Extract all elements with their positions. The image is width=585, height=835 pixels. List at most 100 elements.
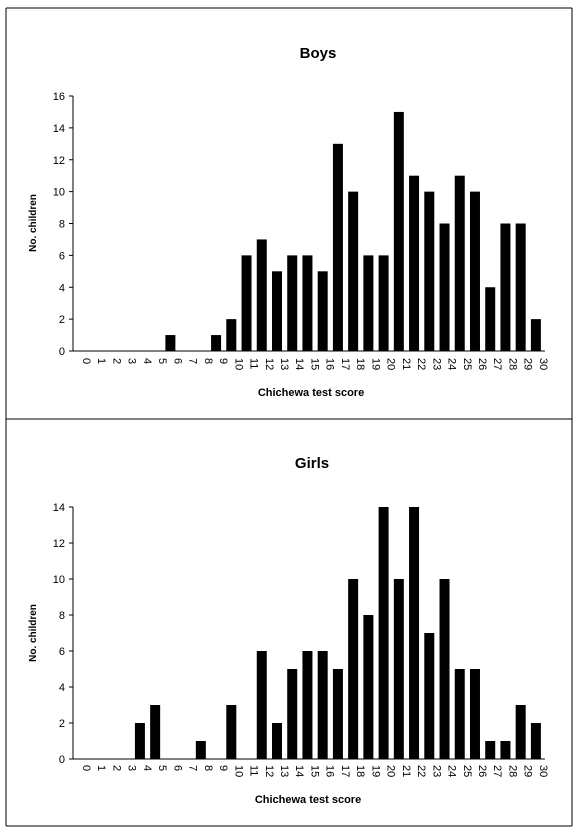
bar-26: [469, 669, 480, 759]
chart-title: Boys: [300, 45, 337, 62]
y-axis: 0 2 4 6 8 10 12 14: [53, 502, 74, 766]
x-tick-label: 23: [430, 358, 442, 370]
x-tick-label: 10: [232, 358, 244, 370]
x-tick-label: 1: [95, 358, 107, 364]
bar-11: [241, 255, 252, 351]
bar-14: [287, 255, 298, 351]
x-tick-label: 3: [126, 358, 138, 364]
x-tick-label: 6: [171, 358, 183, 364]
x-tick-label: 29: [522, 765, 534, 777]
x-tick-label: 25: [461, 358, 473, 370]
x-tick-label: 19: [369, 358, 381, 370]
bar-21: [393, 111, 404, 351]
x-tick-label: 30: [537, 765, 549, 777]
y-tick-label: 10: [53, 187, 65, 199]
bar-15: [302, 651, 313, 759]
y-tick-label: 8: [59, 219, 65, 231]
bar-14: [287, 669, 298, 759]
x-tick-label: 4: [141, 765, 153, 771]
bar-16: [317, 651, 328, 759]
bar-13: [271, 271, 282, 351]
y-tick-label: 16: [53, 91, 65, 103]
bar-12: [256, 651, 267, 759]
bar-24: [439, 579, 450, 759]
x-axis-label: Chichewa test score: [255, 794, 361, 806]
x-tick-label: 17: [339, 358, 351, 370]
x-tick-label: 21: [400, 765, 412, 777]
x-tick-label: 26: [476, 358, 488, 370]
bar-25: [454, 175, 465, 351]
bar-29: [515, 705, 526, 759]
x-tick-label: 30: [537, 358, 549, 370]
bar-21: [393, 579, 404, 759]
y-tick-label: 0: [59, 346, 65, 358]
x-tick-label: 24: [446, 765, 458, 777]
bar-16: [317, 271, 328, 351]
y-tick-label: 12: [53, 155, 65, 167]
bar-27: [485, 741, 496, 759]
x-tick-label: 2: [110, 765, 122, 771]
x-tick-label: 5: [156, 765, 168, 771]
x-axis: 0 1 2 3 4 5 6 7 8 9 10 11 12 13 14 15 16 17 18 19 20 21 22 23 24…: [73, 758, 549, 777]
y-tick-label: 10: [53, 574, 65, 586]
bar-8: [195, 741, 206, 759]
y-axis: 0 2 4 6 8 10 12 14 16: [53, 91, 74, 358]
x-tick-label: 25: [461, 765, 473, 777]
bar-28: [500, 223, 511, 351]
x-tick-label: 2: [110, 358, 122, 364]
bar-19: [363, 615, 374, 759]
x-tick-label: 11: [248, 765, 260, 776]
bars: [134, 507, 541, 759]
bar-5: [150, 705, 161, 759]
bar-10: [226, 705, 237, 759]
x-axis: 0 1 2 3 4 5 6 7 8 9 10 11 12 13 14 15 16 17 18 19 20 21 22 23 24…: [73, 350, 549, 370]
y-tick-label: 4: [59, 282, 65, 294]
bar-25: [454, 669, 465, 759]
x-tick-label: 6: [171, 765, 183, 771]
y-axis-label: No. children: [28, 604, 39, 662]
x-tick-label: 4: [141, 358, 153, 364]
x-tick-label: 7: [187, 765, 199, 771]
bar-18: [348, 191, 359, 351]
bar-27: [485, 287, 496, 351]
x-tick-label: 1: [95, 765, 107, 771]
x-tick-label: 26: [476, 765, 488, 777]
y-axis-label: No. children: [28, 194, 39, 252]
bar-9: [211, 335, 222, 351]
x-tick-label: 16: [324, 358, 336, 370]
bar-10: [226, 319, 237, 351]
x-tick-label: 17: [339, 765, 351, 777]
bar-13: [271, 723, 282, 759]
x-axis-label: Chichewa test score: [258, 387, 364, 399]
x-tick-label: 12: [263, 765, 275, 777]
y-tick-label: 8: [59, 610, 65, 622]
x-tick-label: 13: [278, 765, 290, 777]
x-tick-label: 24: [446, 358, 458, 370]
bars: [165, 111, 541, 351]
bar-17: [332, 669, 343, 759]
y-tick-label: 4: [59, 682, 65, 694]
x-tick-label: 14: [293, 358, 305, 370]
x-tick-label: 22: [415, 765, 427, 777]
chart-boys: Boys No. children Chichewa test score 0 2…: [28, 45, 549, 399]
bar-30: [530, 319, 541, 351]
x-tick-label: 28: [506, 765, 518, 777]
y-tick-label: 14: [53, 502, 65, 514]
y-tick-label: 2: [59, 718, 65, 730]
y-tick-label: 6: [59, 250, 65, 262]
bar-20: [378, 507, 389, 759]
y-tick-label: 14: [53, 123, 65, 135]
bar-23: [424, 191, 435, 351]
x-tick-label: 15: [308, 358, 320, 370]
bar-15: [302, 255, 313, 351]
x-tick-label: 8: [202, 358, 214, 364]
y-tick-label: 0: [59, 754, 65, 766]
x-tick-label: 20: [385, 358, 397, 370]
x-tick-label: 15: [308, 765, 320, 777]
x-tick-label: 20: [385, 765, 397, 777]
x-tick-label: 13: [278, 358, 290, 370]
x-tick-label: 18: [354, 765, 366, 777]
bar-20: [378, 255, 389, 351]
x-tick-label: 9: [217, 358, 229, 364]
